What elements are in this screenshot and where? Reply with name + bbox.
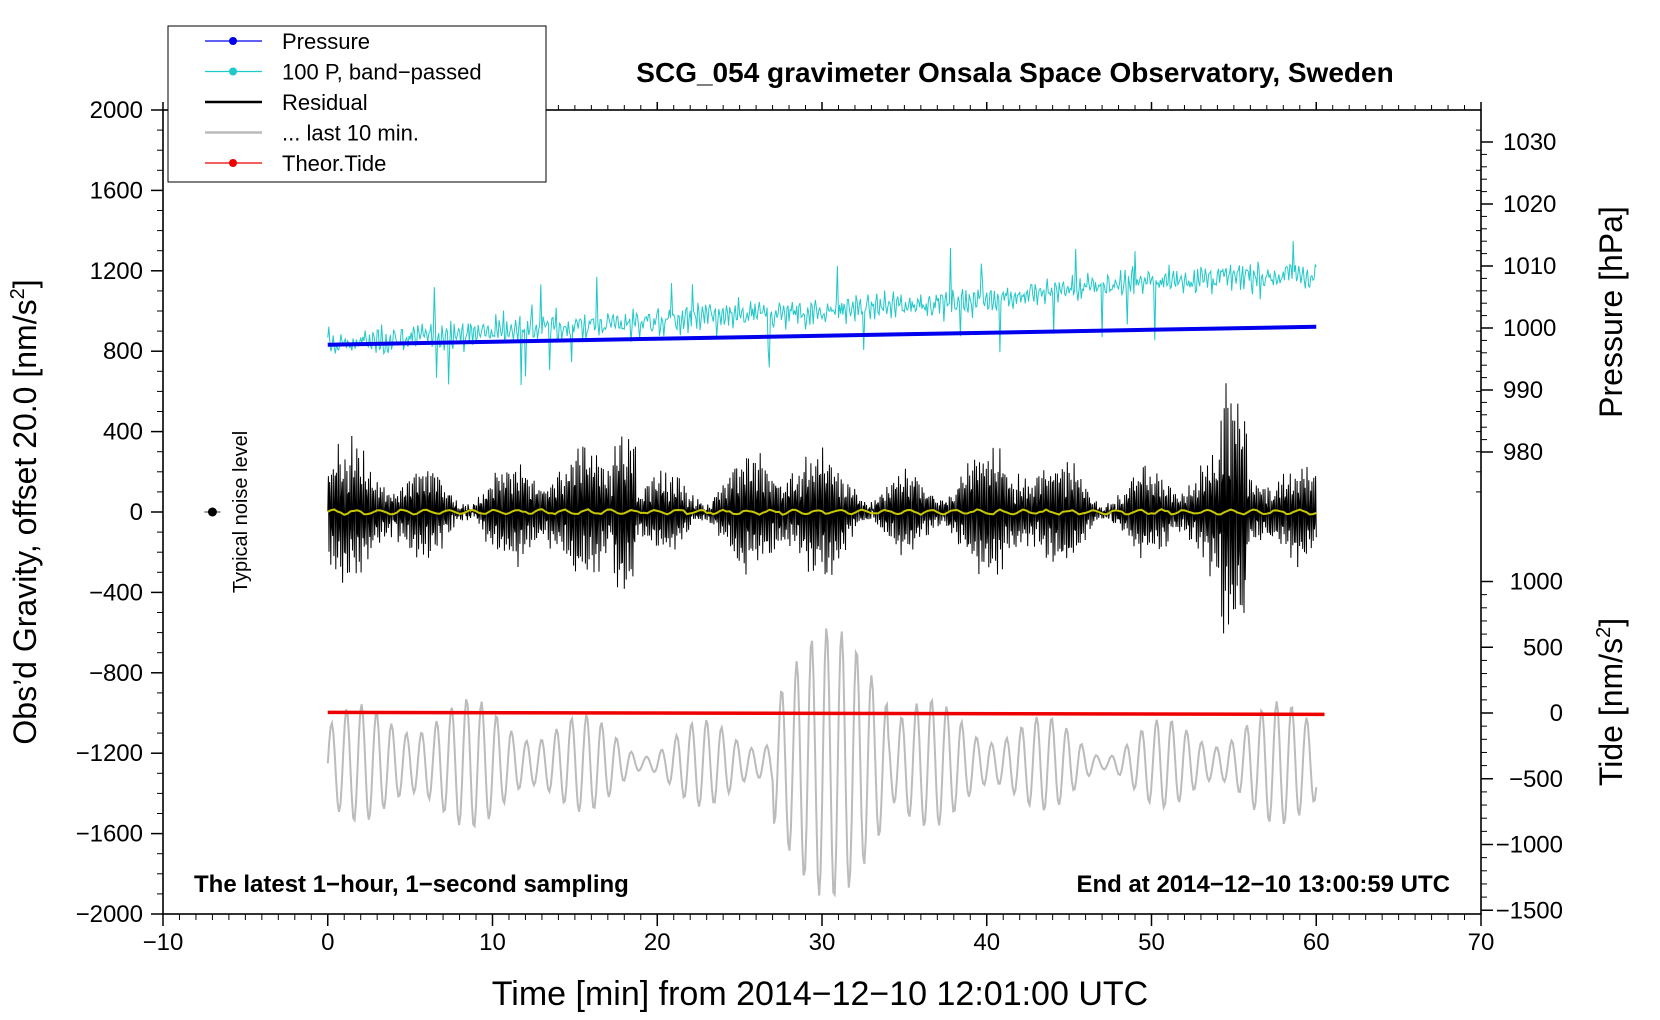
noise-level-point — [207, 507, 217, 517]
pressure-tick-label: 980 — [1503, 439, 1543, 466]
pressure-tick-label: 1020 — [1503, 191, 1556, 218]
y-axis-label-left: Obs’d Gravity, offset 20.0 [nm/s2] — [7, 279, 43, 744]
tide-tick-label: 500 — [1523, 634, 1563, 661]
legend-label: ... last 10 min. — [282, 121, 419, 146]
y-tick-label: 1600 — [90, 177, 143, 204]
x-tick-label: 40 — [973, 929, 1000, 956]
series-residual — [327, 383, 1317, 634]
legend-swatch-marker — [229, 159, 237, 167]
series-last-10-min — [326, 628, 1318, 898]
series-pressure-bandpassed — [327, 241, 1317, 386]
x-tick-label: 0 — [321, 929, 334, 956]
y-tick-label: 400 — [103, 419, 143, 446]
x-tick-label: 30 — [809, 929, 836, 956]
x-axis-label: Time [min] from 2014−12−10 12:01:00 UTC — [492, 975, 1148, 1013]
legend-label: Residual — [282, 90, 368, 115]
x-tick-label: 60 — [1303, 929, 1330, 956]
x-tick-label: −10 — [143, 929, 184, 956]
pressure-tick-label: 1010 — [1503, 253, 1556, 280]
y-tick-label: 800 — [103, 338, 143, 365]
y-tick-label: −1600 — [76, 821, 143, 848]
series-theoretical-tide — [327, 710, 1325, 717]
legend-label: 100 P, band−passed — [282, 60, 482, 85]
y-tick-label: −2000 — [76, 901, 143, 928]
y-tick-label: 2000 — [90, 97, 143, 124]
series-pressure — [327, 324, 1317, 347]
series-residual-mean — [327, 508, 1317, 516]
tide-tick-label: −1000 — [1496, 832, 1563, 859]
y-axis-label-tide: Tide [nm/s2] — [1593, 618, 1629, 786]
legend-swatch-marker — [229, 67, 237, 76]
legend-swatch-marker — [229, 37, 237, 45]
pressure-tick-label: 1000 — [1503, 315, 1556, 342]
y-tick-label: −1200 — [76, 740, 143, 767]
pressure-tick-label: 990 — [1503, 377, 1543, 404]
legend-label: Pressure — [282, 29, 370, 54]
legend-box — [167, 25, 547, 183]
y-tick-label: 0 — [130, 499, 143, 526]
noise-level-label: Typical noise level — [230, 431, 252, 593]
x-tick-label: 10 — [479, 929, 506, 956]
tide-tick-label: 1000 — [1510, 569, 1563, 596]
chart-title: SCG_054 gravimeter Onsala Space Observat… — [636, 57, 1393, 88]
y-tick-label: −800 — [89, 660, 143, 687]
tide-tick-label: −1500 — [1496, 897, 1563, 924]
annotation-end-time: End at 2014−12−10 13:00:59 UTC — [1076, 871, 1450, 898]
legend-label: Theor.Tide — [282, 151, 386, 176]
tide-tick-label: 0 — [1550, 700, 1563, 727]
legend: Pressure 100 P, band−passed Residual ... la… — [167, 25, 547, 183]
x-tick-label: 20 — [644, 929, 671, 956]
y-axis-label-pressure: Pressure [hPa] — [1593, 206, 1629, 418]
x-tick-label: 70 — [1468, 929, 1495, 956]
tide-tick-label: −500 — [1509, 766, 1563, 793]
y-tick-label: −400 — [89, 579, 143, 606]
annotation-sampling: The latest 1−hour, 1−second sampling — [194, 871, 629, 898]
y-tick-label: 1200 — [90, 258, 143, 285]
x-tick-label: 50 — [1138, 929, 1165, 956]
pressure-tick-label: 1030 — [1503, 129, 1556, 156]
